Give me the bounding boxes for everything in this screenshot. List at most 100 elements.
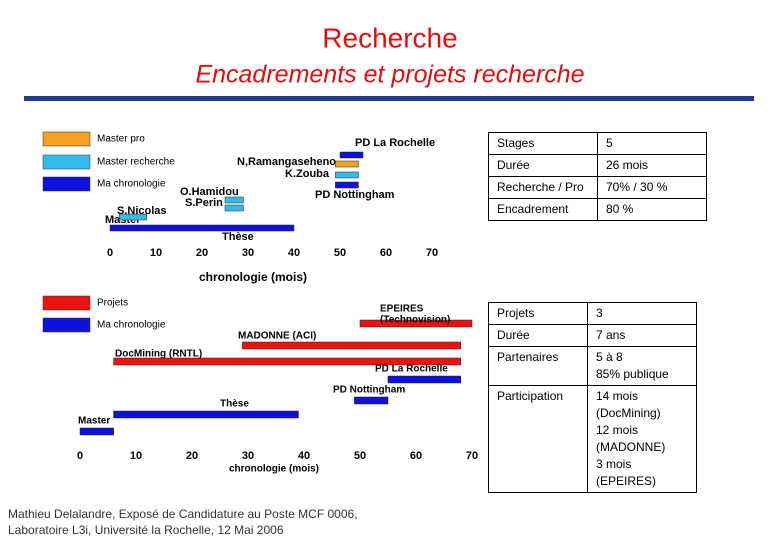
- table-row: Stages 5: [488, 132, 707, 155]
- table-cell: 80 %: [597, 198, 707, 221]
- legend-label: Ma chronologie: [97, 179, 166, 190]
- x-axis-title: chronologie (mois): [229, 464, 319, 475]
- bar-label: MADONNE (ACI): [238, 331, 316, 342]
- legend-label: Ma chronologie: [97, 320, 166, 331]
- legend-label: Master pro: [97, 134, 145, 145]
- x-tick-label: 70: [466, 450, 478, 462]
- gantt-bar: [118, 213, 148, 221]
- cell-text: 14 mois (DocMining): [596, 389, 661, 420]
- legend-swatch: [42, 317, 91, 333]
- x-tick-label: 40: [298, 450, 310, 462]
- x-tick-label: 10: [150, 247, 162, 259]
- table-cell: 7 ans: [587, 324, 697, 347]
- x-tick-label: 30: [242, 450, 254, 462]
- cell-text: Encadrement: [497, 202, 569, 216]
- bar-label: DocMining (RNTL): [115, 349, 202, 360]
- footer-line: Laboratoire L3i, Université la Rochelle,…: [8, 523, 284, 537]
- gantt-bar: [113, 410, 299, 419]
- cell-text: Participation: [497, 389, 564, 403]
- table-cell: Partenaires: [488, 346, 588, 386]
- table-cell: 14 mois (DocMining) 12 mois (MADONNE) 3 mo…: [587, 385, 697, 493]
- legend-swatch: [42, 154, 91, 170]
- x-tick-label: 50: [334, 247, 346, 259]
- gantt-bar: [79, 427, 114, 436]
- x-tick-label: 10: [130, 450, 142, 462]
- table-cell: Encadrement: [488, 198, 598, 221]
- x-tick-label: 60: [380, 247, 392, 259]
- x-tick-label: 0: [77, 450, 83, 462]
- table-row: Participation 14 mois (DocMining) 12 mois …: [488, 385, 697, 493]
- bar-label: PD La Rochelle: [375, 364, 448, 375]
- cell-text: Durée: [497, 158, 530, 172]
- cell-text: 5 à 8: [596, 350, 623, 364]
- bar-label: PD Nottingham: [315, 189, 395, 201]
- table-cell: Stages: [488, 132, 598, 155]
- bar-label: Thèse: [222, 231, 254, 243]
- table-cell: Recherche / Pro: [488, 176, 598, 199]
- gantt-bar: [242, 341, 462, 350]
- cell-text: 3 mois (EPEIRES): [596, 457, 657, 488]
- footer-line: Mathieu Delalandre, Exposé de Candidatur…: [8, 507, 358, 521]
- cell-text: 3: [596, 306, 603, 320]
- gantt-bar: [137, 224, 295, 232]
- table-cell: 5: [597, 132, 707, 155]
- cell-text: 12 mois (MADONNE): [596, 423, 666, 454]
- table-row: Durée 26 mois: [488, 154, 707, 177]
- subtitle: Encadrements et projets recherche: [195, 61, 584, 89]
- cell-text: 26 mois: [606, 158, 649, 172]
- table-cell: Participation: [488, 385, 588, 493]
- gantt-bar: [113, 357, 462, 366]
- legend-label: Master recherche: [97, 157, 175, 168]
- bar-label: S.Perin: [185, 197, 223, 209]
- bar-label: N,Ramangaseheno: [237, 156, 336, 168]
- table-row: Recherche / Pro 70% / 30 %: [488, 176, 707, 199]
- x-tick-label: 40: [288, 247, 300, 259]
- gantt-bar: [387, 375, 462, 384]
- bar-label: S.Nicolas: [117, 205, 167, 217]
- legend-label: Projets: [97, 298, 128, 309]
- legend-swatch: [42, 176, 91, 192]
- x-tick-label: 20: [196, 247, 208, 259]
- x-tick-label: 60: [410, 450, 422, 462]
- cell-text: Partenaires: [497, 350, 559, 364]
- table-cell: Durée: [488, 154, 598, 177]
- gantt-bar: [335, 171, 359, 179]
- bar-label: K.Zouba: [285, 168, 330, 180]
- table-cell: Projets: [488, 302, 588, 325]
- x-tick-label: 0: [107, 247, 113, 259]
- table: Stages 5 Durée 26 mois Recherche / Pro 70% / …: [488, 132, 707, 221]
- x-tick-label: 50: [354, 450, 366, 462]
- bar-label: PD La Rochelle: [355, 137, 435, 149]
- x-tick-label: 70: [426, 247, 438, 259]
- cell-text: Durée: [497, 328, 530, 342]
- table-row: Partenaires 5 à 8 85% publique: [488, 346, 697, 386]
- bar-label: Master: [78, 416, 110, 427]
- bar-label: Thèse: [220, 399, 249, 410]
- x-axis-title: chronologie (mois): [199, 270, 307, 284]
- title: Recherche: [322, 22, 457, 53]
- cell-text: 70% / 30 %: [606, 180, 668, 194]
- cell-text: 85% publique: [596, 367, 669, 381]
- gantt-bar: [359, 319, 473, 328]
- cell-text: Projets: [497, 306, 535, 320]
- gantt-bar: [224, 204, 244, 212]
- bar-label: (Technovision): [380, 315, 450, 326]
- legend-swatch: [42, 131, 91, 147]
- table-cell: 70% / 30 %: [597, 176, 707, 199]
- footer: Mathieu Delalandre, Exposé de Candidatur…: [8, 506, 358, 538]
- x-tick-label: 20: [186, 450, 198, 462]
- table-cell: 3: [587, 302, 697, 325]
- bar-label: EPEIRES: [380, 304, 424, 315]
- gantt-bar: [339, 151, 364, 159]
- x-tick-label: 30: [242, 247, 254, 259]
- gantt-bar: [354, 396, 389, 405]
- cell-text: 7 ans: [596, 328, 626, 342]
- table-row: Projets 3: [488, 302, 697, 325]
- table-row: Encadrement 80 %: [488, 198, 707, 221]
- gantt-bar: [224, 196, 244, 204]
- cell-text: Recherche / Pro: [497, 180, 584, 194]
- table-row: Durée 7 ans: [488, 324, 697, 347]
- bar-label: PD Nottingham: [333, 385, 405, 396]
